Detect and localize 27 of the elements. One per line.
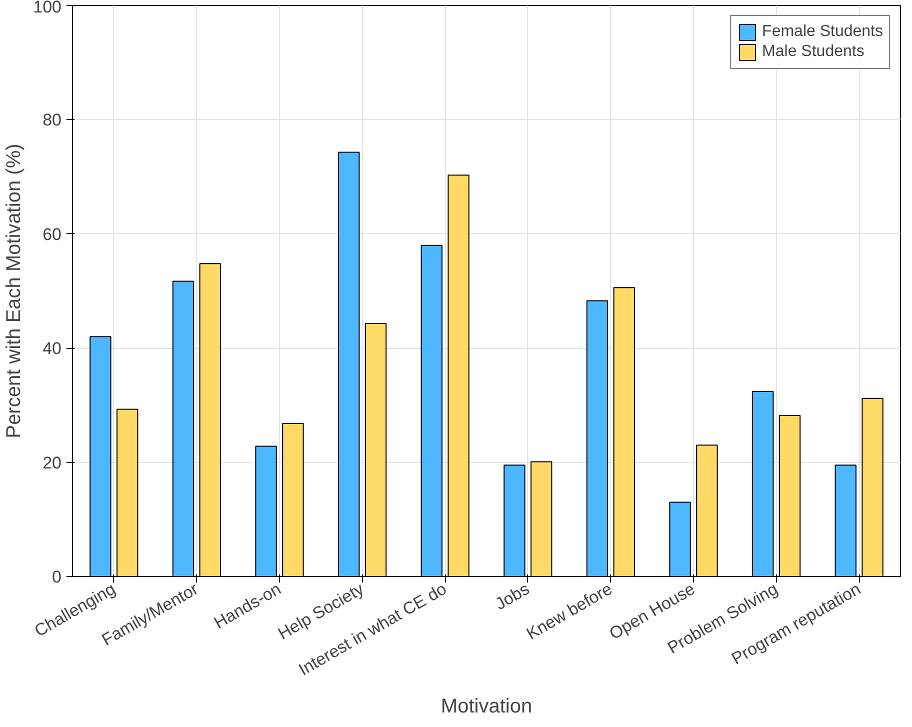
legend-label: Female Students (762, 23, 883, 41)
bar (338, 152, 360, 576)
bar (752, 390, 774, 576)
x-axis-title: Motivation (440, 696, 532, 718)
bar (834, 464, 856, 576)
y-tick-label: 20 (42, 453, 62, 472)
legend-label: Male Students (762, 43, 864, 61)
bar (613, 287, 636, 576)
bar (778, 414, 801, 576)
y-tick-label: 100 (33, 0, 62, 16)
bar (364, 323, 387, 576)
x-tick-label: Jobs (492, 579, 533, 614)
y-axis-title: Percent with Each Motivation (%) (3, 144, 26, 438)
bar (696, 444, 718, 576)
bar (199, 263, 222, 576)
bar (586, 300, 608, 576)
y-tick-label: 80 (42, 110, 62, 130)
bar (172, 280, 194, 576)
y-tick-label: 40 (42, 339, 62, 358)
bar (282, 422, 304, 576)
y-tick-label: 60 (42, 224, 62, 244)
bar (530, 461, 552, 576)
y-tick-label: 0 (52, 568, 62, 586)
bar (116, 408, 138, 576)
bar (420, 244, 442, 576)
bar (669, 502, 691, 576)
bar (255, 446, 277, 576)
